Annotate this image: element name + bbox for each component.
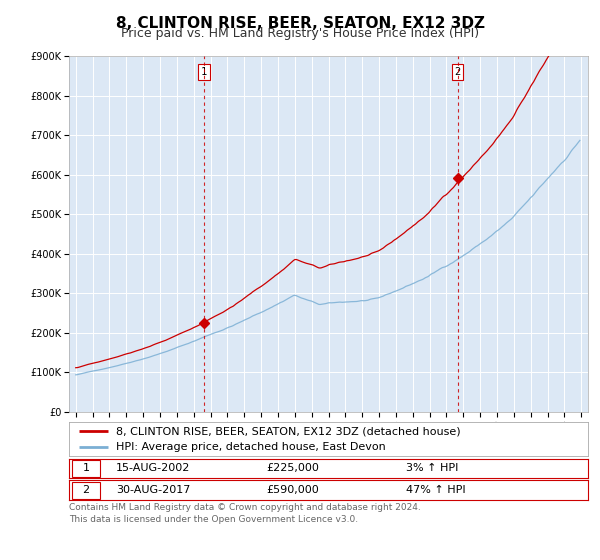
Text: £590,000: £590,000 [266,486,319,495]
Text: Contains HM Land Registry data © Crown copyright and database right 2024.: Contains HM Land Registry data © Crown c… [69,503,421,512]
Text: 15-AUG-2002: 15-AUG-2002 [116,464,190,473]
Text: 2: 2 [82,486,89,495]
Text: 2: 2 [455,67,461,77]
Text: 1: 1 [82,464,89,473]
Text: 3% ↑ HPI: 3% ↑ HPI [406,464,459,473]
Text: 8, CLINTON RISE, BEER, SEATON, EX12 3DZ: 8, CLINTON RISE, BEER, SEATON, EX12 3DZ [115,16,485,31]
Text: Price paid vs. HM Land Registry's House Price Index (HPI): Price paid vs. HM Land Registry's House … [121,27,479,40]
Text: 8, CLINTON RISE, BEER, SEATON, EX12 3DZ (detached house): 8, CLINTON RISE, BEER, SEATON, EX12 3DZ … [116,426,460,436]
Text: HPI: Average price, detached house, East Devon: HPI: Average price, detached house, East… [116,442,385,452]
FancyBboxPatch shape [71,482,100,498]
Text: £225,000: £225,000 [266,464,319,473]
Text: This data is licensed under the Open Government Licence v3.0.: This data is licensed under the Open Gov… [69,515,358,524]
Text: 1: 1 [201,67,208,77]
Text: 47% ↑ HPI: 47% ↑ HPI [406,486,466,495]
Text: 30-AUG-2017: 30-AUG-2017 [116,486,190,495]
FancyBboxPatch shape [71,460,100,477]
